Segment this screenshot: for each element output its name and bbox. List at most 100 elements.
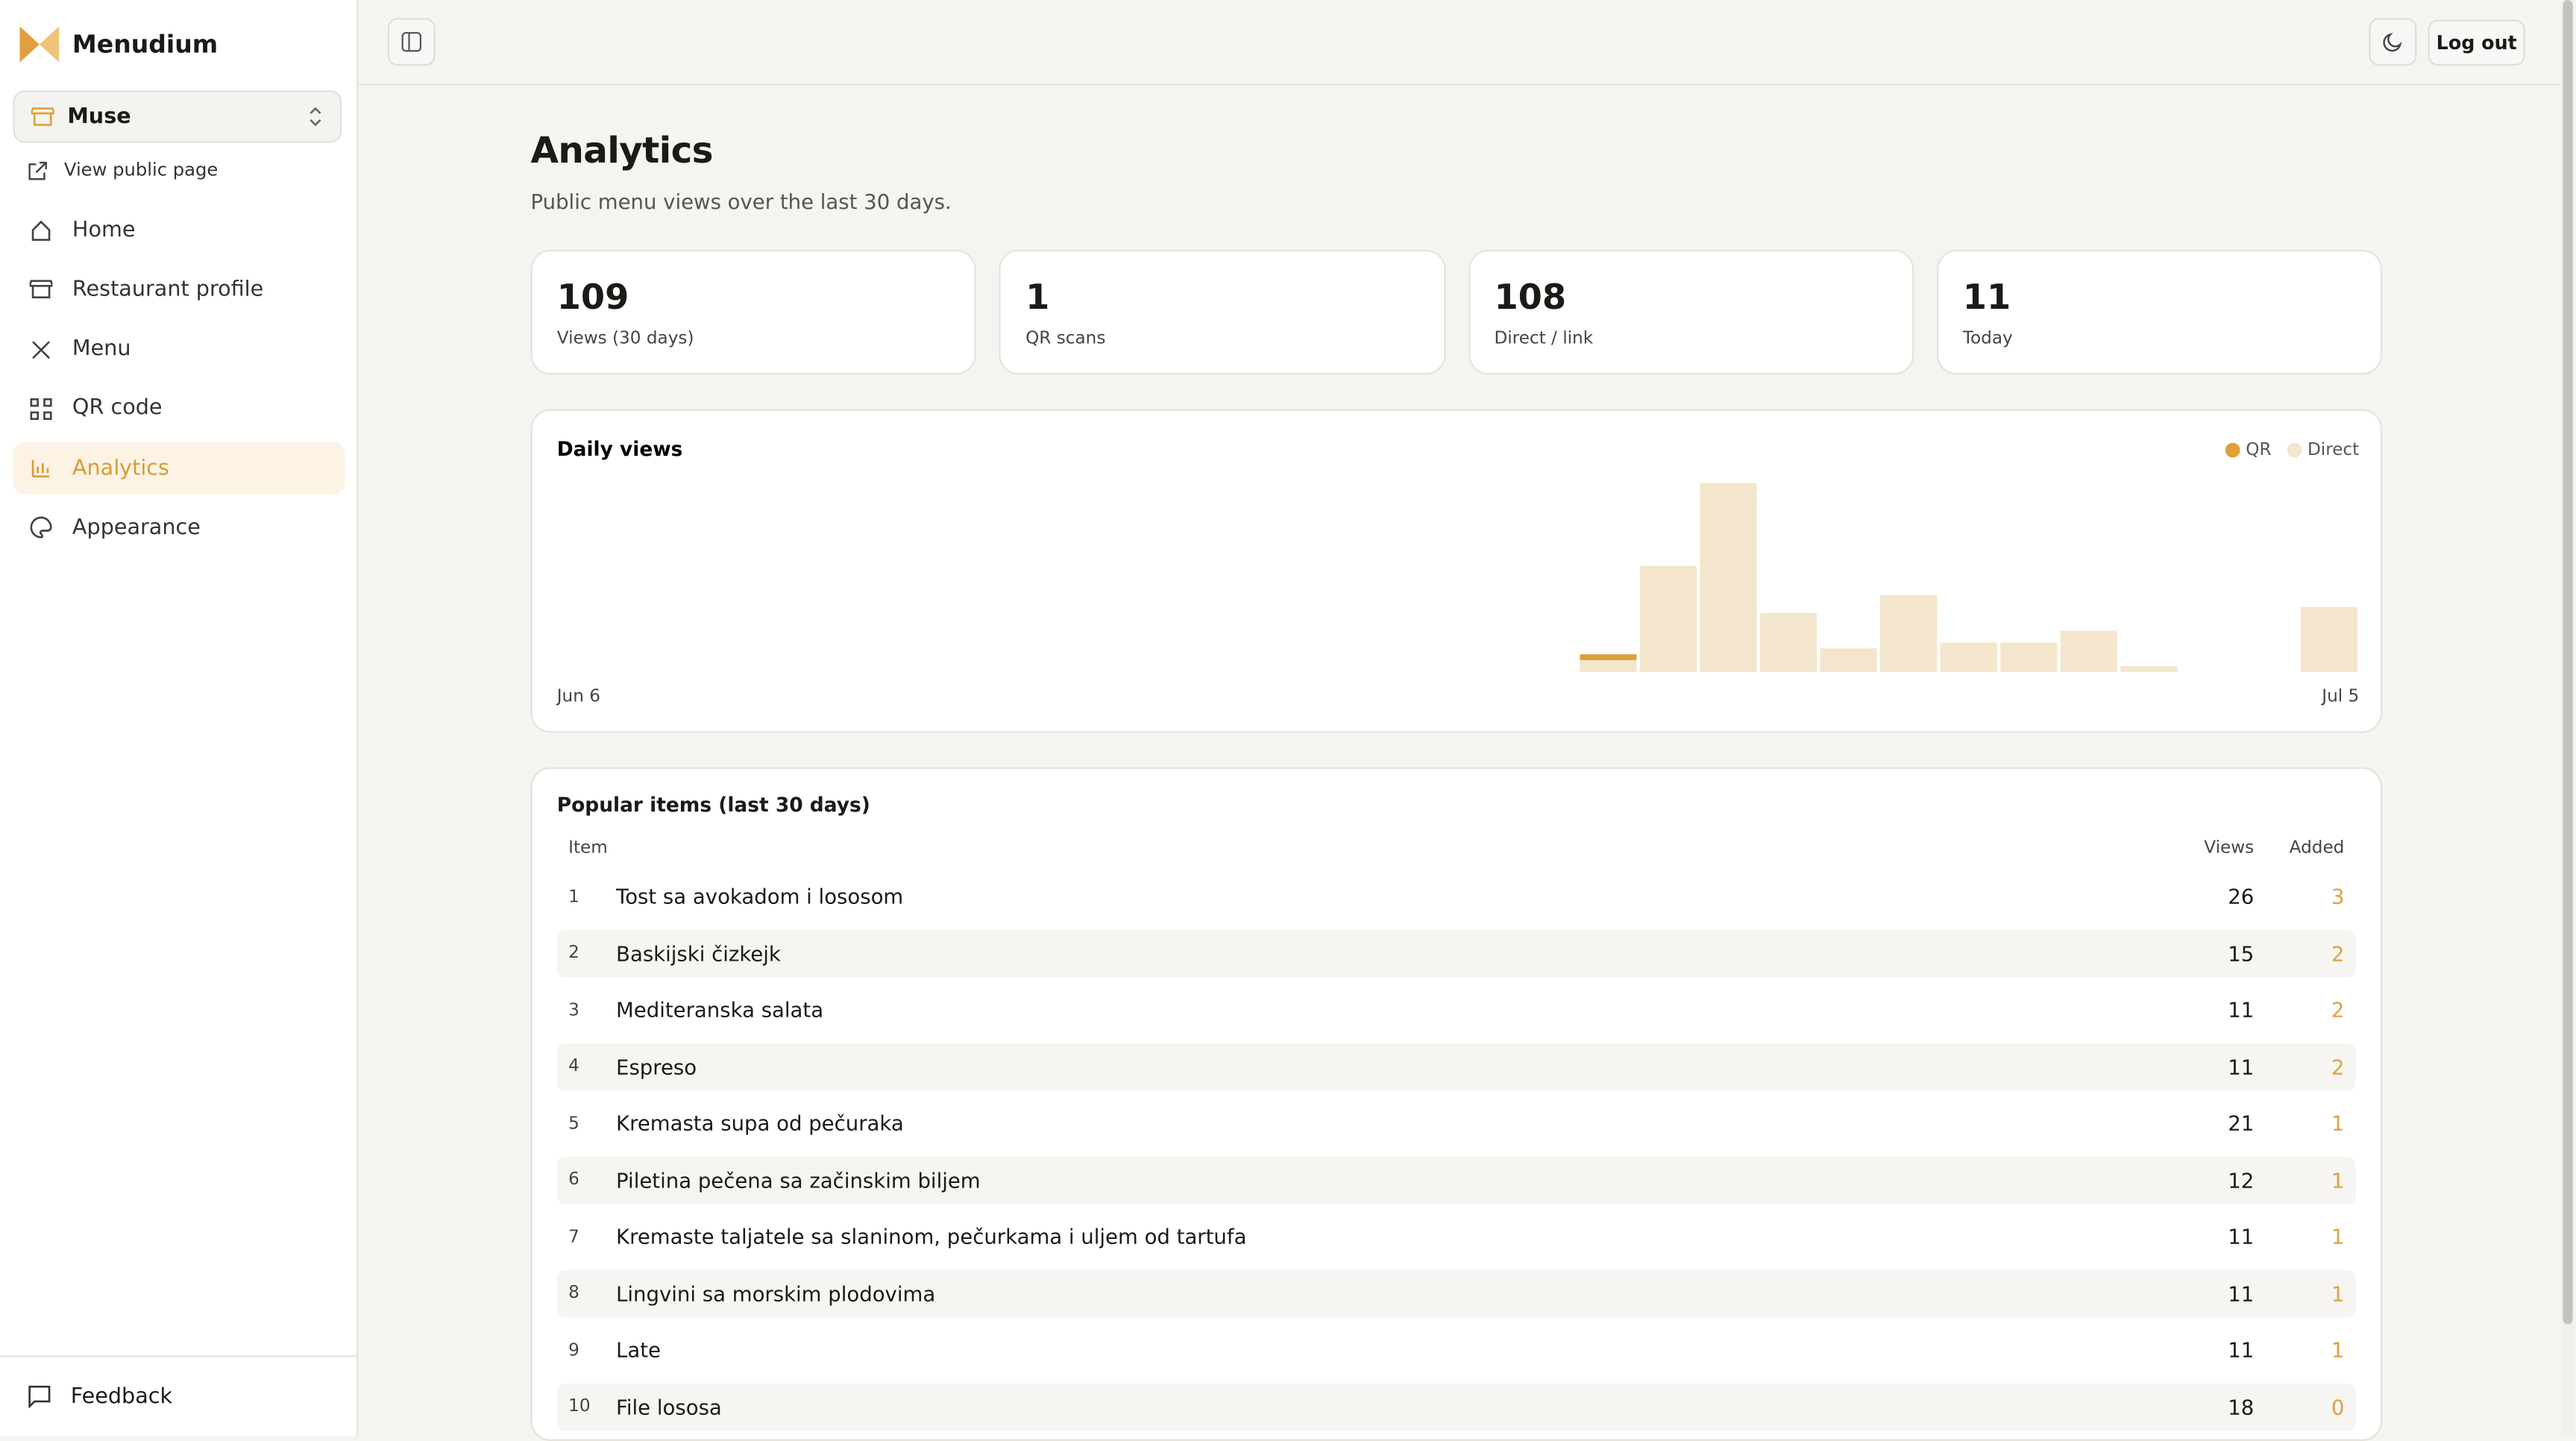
- nav-item[interactable]: Home: [13, 204, 345, 256]
- item-name: Espreso: [616, 1054, 697, 1079]
- item-name: Kremaste taljatele sa slaninom, pečurkam…: [616, 1224, 1247, 1249]
- topbar: Log out: [358, 0, 2560, 86]
- icon-path: [30, 398, 52, 420]
- bar-segment: [1880, 595, 1938, 672]
- legend-label: QR: [2246, 440, 2271, 459]
- nav-item[interactable]: Analytics: [13, 442, 345, 495]
- col-header: Item: [568, 838, 608, 858]
- rank: 4: [568, 1056, 579, 1076]
- views: 11: [2228, 997, 2255, 1023]
- stat-card: 108 Direct / link: [1468, 249, 1914, 375]
- legend-label: Direct: [2308, 440, 2359, 459]
- stat-value: 108: [1494, 277, 1567, 318]
- table-row: 9 Late 11 1: [557, 1326, 2356, 1374]
- stat-card: 1 QR scans: [999, 249, 1445, 375]
- views: 26: [2228, 884, 2255, 909]
- views: 11: [2228, 1054, 2255, 1079]
- bar-segment: [1639, 565, 1697, 672]
- stat-value: 1: [1025, 277, 1050, 318]
- added: 1: [2331, 1224, 2345, 1249]
- x-tick-label: Jul 5: [2320, 686, 2359, 706]
- logout-button[interactable]: Log out: [2428, 19, 2525, 66]
- bar-segment: [1759, 612, 1818, 672]
- rank: 10: [568, 1396, 591, 1416]
- table-row: 1 Tost sa avokadom i lososom 26 3: [557, 873, 2356, 920]
- store-icon: [31, 107, 54, 126]
- table-row: 10 File lososa 18 0: [556, 1382, 2356, 1431]
- table-row: 5 Kremasta supa od pečuraka 21 1: [557, 1099, 2356, 1147]
- nav-label: Restaurant profile: [72, 277, 264, 302]
- external-icon: [28, 160, 47, 180]
- added: 0: [2331, 1394, 2345, 1419]
- brand-name: Menudium: [72, 29, 219, 60]
- stat-label: Today: [1962, 328, 2013, 348]
- item-name: Tost sa avokadom i lososom: [616, 884, 904, 909]
- rank: 9: [568, 1340, 579, 1360]
- rank: 2: [568, 943, 579, 963]
- icon-path: [31, 220, 51, 241]
- bar-segment: [2300, 606, 2358, 672]
- toggle-sidebar[interactable]: [387, 18, 436, 66]
- icon-path: [30, 517, 52, 539]
- icon-path: [32, 340, 51, 359]
- views: 18: [2228, 1394, 2255, 1419]
- nav-icon: [31, 220, 51, 241]
- added: 1: [2331, 1281, 2345, 1306]
- stat-label: Direct / link: [1494, 328, 1594, 348]
- page-title: Analytics: [530, 131, 714, 173]
- rank: 3: [568, 999, 579, 1020]
- nav-label: QR code: [72, 396, 163, 421]
- views: 21: [2228, 1111, 2255, 1136]
- item-name: File lososa: [616, 1394, 722, 1419]
- rank: 5: [568, 1113, 579, 1133]
- added: 1: [2331, 1167, 2345, 1193]
- public-link-text: View public page: [63, 159, 219, 181]
- views: 12: [2228, 1167, 2255, 1193]
- table-title: Popular items (last 30 days): [556, 793, 870, 817]
- item-name: Baskijski čizkejk: [616, 941, 781, 966]
- rank: 8: [568, 1283, 579, 1303]
- stat-card: 11 Today: [1936, 249, 2383, 375]
- nav-icon: [30, 398, 52, 420]
- added: 1: [2331, 1111, 2345, 1136]
- views: 11: [2228, 1337, 2255, 1363]
- chevrons: [310, 107, 321, 127]
- scroll-thumb[interactable]: [2563, 0, 2573, 1325]
- bar-segment: [1580, 660, 1637, 672]
- logo: [19, 26, 60, 63]
- theme-toggle[interactable]: [2369, 18, 2417, 66]
- added: 2: [2331, 941, 2345, 966]
- rank: 7: [568, 1226, 579, 1246]
- chart-title: Daily views: [557, 438, 683, 461]
- feedback[interactable]: Feedback: [0, 1355, 357, 1436]
- brand[interactable]: Menudium: [19, 26, 219, 63]
- nav-item[interactable]: Appearance: [13, 502, 345, 554]
- added: 1: [2331, 1337, 2345, 1363]
- scrollbar[interactable]: [2561, 0, 2575, 1437]
- bar-segment: [1940, 642, 1997, 672]
- nav-item[interactable]: QR code: [13, 383, 345, 435]
- views: 11: [2228, 1281, 2255, 1306]
- table-row: 3 Mediteranska salata 11 2: [557, 986, 2356, 1034]
- panel-icon: [401, 31, 422, 52]
- stat-value: 11: [1962, 277, 2011, 318]
- nav: Home Restaurant profile Menu QR code Analyti…: [13, 204, 345, 562]
- feedback-icon: [28, 1385, 51, 1408]
- col-header: Added: [2289, 838, 2345, 858]
- public-link[interactable]: View public page: [28, 159, 219, 181]
- restaurant-select[interactable]: Muse: [13, 90, 342, 143]
- table-row: 2 Baskijski čizkejk 15 2: [556, 929, 2356, 977]
- nav-item[interactable]: Restaurant profile: [13, 263, 345, 315]
- added: 2: [2331, 997, 2345, 1023]
- bar-segment: [2060, 630, 2117, 672]
- restaurant-name: Muse: [67, 104, 131, 129]
- table-row: 6 Piletina pečena sa začinskim biljem 12 1: [556, 1155, 2356, 1204]
- bar-segment: [2000, 642, 2058, 672]
- nav-item[interactable]: Menu: [13, 323, 345, 375]
- table-row: 7 Kremaste taljatele sa slaninom, pečurka…: [557, 1213, 2356, 1261]
- table-row: 4 Espreso 11 2: [556, 1042, 2356, 1090]
- table-row: 8 Lingvini sa morskim plodovima 11 1: [556, 1269, 2356, 1317]
- nav-label: Home: [72, 217, 136, 242]
